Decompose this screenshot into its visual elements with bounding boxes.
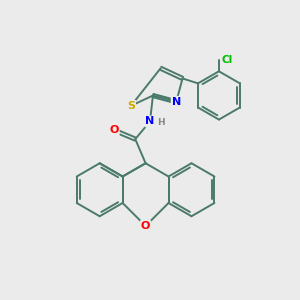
Text: N: N <box>146 116 154 126</box>
Text: Cl: Cl <box>221 55 233 64</box>
Text: S: S <box>127 101 135 111</box>
Text: O: O <box>141 221 150 231</box>
Text: H: H <box>158 118 165 127</box>
Text: N: N <box>172 97 181 107</box>
Text: O: O <box>110 125 119 135</box>
